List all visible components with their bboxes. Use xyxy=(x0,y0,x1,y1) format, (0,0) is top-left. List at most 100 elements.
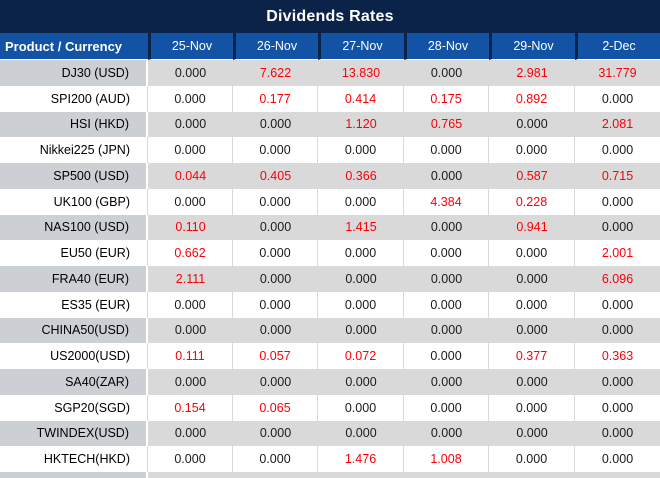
value-cell: 0.000 xyxy=(575,446,660,472)
value-cell: 0.405 xyxy=(233,163,318,189)
value-cell xyxy=(148,472,233,478)
value-cell: 0.000 xyxy=(575,369,660,395)
value-cell: 0.000 xyxy=(148,420,233,447)
table-row: FRA40 (EUR) 2.111 0.000 0.000 0.000 0.000 6.09… xyxy=(0,266,660,292)
value-cell: 0.175 xyxy=(404,85,489,112)
table-row: SPI200 (AUD) 0.000 0.177 0.414 0.175 0.892 0.0… xyxy=(0,85,660,112)
value-cell: 0.000 xyxy=(233,266,318,292)
value-cell: 0.000 xyxy=(489,420,575,447)
product-cell: SA40(ZAR) xyxy=(0,369,148,395)
value-cell: 0.000 xyxy=(575,420,660,447)
product-cell: CHINA50(USD) xyxy=(0,317,148,344)
table-row: ES35 (EUR) 0.000 0.000 0.000 0.000 0.000 0.000 xyxy=(0,291,660,318)
product-cell: DJ30 (USD) xyxy=(0,60,148,86)
value-cell: 0.000 xyxy=(404,291,489,318)
product-cell: Nikkei225 (JPN) xyxy=(0,137,148,163)
value-cell: 0.057 xyxy=(233,343,318,369)
value-cell: 0.000 xyxy=(575,291,660,318)
value-cell: 0.941 xyxy=(489,214,575,241)
value-cell: 0.000 xyxy=(318,420,404,447)
table-row: EU50 (EUR) 0.662 0.000 0.000 0.000 0.000 2.001 xyxy=(0,240,660,266)
column-header-date: 25-Nov xyxy=(148,33,233,60)
value-cell: 0.000 xyxy=(575,214,660,241)
table-row: US2000(USD) 0.111 0.057 0.072 0.000 0.377 0.36… xyxy=(0,343,660,369)
value-cell: 0.000 xyxy=(575,188,660,215)
value-cell: 0.000 xyxy=(318,369,404,395)
value-cell: 6.096 xyxy=(575,266,660,292)
value-cell: 0.000 xyxy=(404,369,489,395)
value-cell: 2.001 xyxy=(575,240,660,266)
column-header-date: 26-Nov xyxy=(233,33,318,60)
value-cell: 0.000 xyxy=(233,420,318,447)
value-cell: 0.065 xyxy=(233,394,318,421)
product-cell: NAS100 (USD) xyxy=(0,214,148,241)
value-cell: 2.981 xyxy=(489,60,575,86)
value-cell: 0.414 xyxy=(318,85,404,112)
product-cell: ES35 (EUR) xyxy=(0,291,148,318)
value-cell: 0.000 xyxy=(233,214,318,241)
value-cell: 0.044 xyxy=(148,163,233,189)
table-row: NAS100 (USD) 0.110 0.000 1.415 0.000 0.941 0.0… xyxy=(0,214,660,241)
value-cell: 0.000 xyxy=(404,394,489,421)
product-cell: EU50 (EUR) xyxy=(0,240,148,266)
value-cell: 0.000 xyxy=(489,291,575,318)
value-cell: 0.000 xyxy=(575,137,660,163)
value-cell: 1.415 xyxy=(318,214,404,241)
value-cell: 0.000 xyxy=(318,291,404,318)
value-cell: 0.000 xyxy=(233,369,318,395)
value-cell: 7.622 xyxy=(233,60,318,86)
value-cell: 0.892 xyxy=(489,85,575,112)
value-cell: 0.366 xyxy=(318,163,404,189)
value-cell: 0.000 xyxy=(489,137,575,163)
value-cell: 0.110 xyxy=(148,214,233,241)
table-row: UK100 (GBP) 0.000 0.000 0.000 4.384 0.228 0.00… xyxy=(0,188,660,215)
product-cell: HSI (HKD) xyxy=(0,111,148,138)
value-cell: 0.000 xyxy=(404,266,489,292)
value-cell: 0.662 xyxy=(148,240,233,266)
value-cell: 0.000 xyxy=(404,137,489,163)
value-cell: 2.111 xyxy=(148,266,233,292)
value-cell: 0.000 xyxy=(404,240,489,266)
value-cell: 0.000 xyxy=(148,111,233,138)
value-cell: 0.000 xyxy=(404,317,489,344)
value-cell: 0.000 xyxy=(575,317,660,344)
value-cell: 0.000 xyxy=(233,188,318,215)
value-cell: 0.000 xyxy=(404,163,489,189)
value-cell: 1.120 xyxy=(318,111,404,138)
column-header-date: 2-Dec xyxy=(575,33,660,60)
value-cell: 4.384 xyxy=(404,188,489,215)
value-cell: 0.000 xyxy=(489,111,575,138)
product-cell: FRA40 (EUR) xyxy=(0,266,148,292)
product-cell: US2000(USD) xyxy=(0,343,148,369)
value-cell: 0.000 xyxy=(489,317,575,344)
value-cell: 0.000 xyxy=(318,188,404,215)
table-row: HKTECH(HKD) 0.000 0.000 1.476 1.008 0.000 0.00… xyxy=(0,446,660,472)
value-cell: 0.000 xyxy=(404,420,489,447)
value-cell: 0.377 xyxy=(489,343,575,369)
value-cell: 1.476 xyxy=(318,446,404,472)
value-cell: 0.000 xyxy=(489,240,575,266)
column-header-date: 29-Nov xyxy=(489,33,575,60)
value-cell xyxy=(575,472,660,478)
value-cell: 31.779 xyxy=(575,60,660,86)
value-cell: 0.000 xyxy=(233,137,318,163)
table-row: Nikkei225 (JPN) 0.000 0.000 0.000 0.000 0.000… xyxy=(0,137,660,163)
value-cell: 0.000 xyxy=(148,369,233,395)
value-cell xyxy=(404,472,489,478)
value-cell xyxy=(233,472,318,478)
value-cell: 0.000 xyxy=(148,137,233,163)
value-cell: 0.000 xyxy=(233,317,318,344)
value-cell: 0.000 xyxy=(318,137,404,163)
value-cell: 0.000 xyxy=(233,240,318,266)
value-cell: 0.111 xyxy=(148,343,233,369)
product-cell xyxy=(0,472,148,478)
table-row: HSI (HKD) 0.000 0.000 1.120 0.765 0.000 2.081 xyxy=(0,111,660,138)
column-header-date: 28-Nov xyxy=(404,33,489,60)
column-header-date: 27-Nov xyxy=(318,33,404,60)
table-row: SGP20(SGD) 0.154 0.065 0.000 0.000 0.000 0.000 xyxy=(0,394,660,421)
value-cell: 0.228 xyxy=(489,188,575,215)
value-cell: 0.000 xyxy=(489,266,575,292)
value-cell: 0.000 xyxy=(233,446,318,472)
table-row: TWINDEX(USD) 0.000 0.000 0.000 0.000 0.000 0.0… xyxy=(0,420,660,447)
